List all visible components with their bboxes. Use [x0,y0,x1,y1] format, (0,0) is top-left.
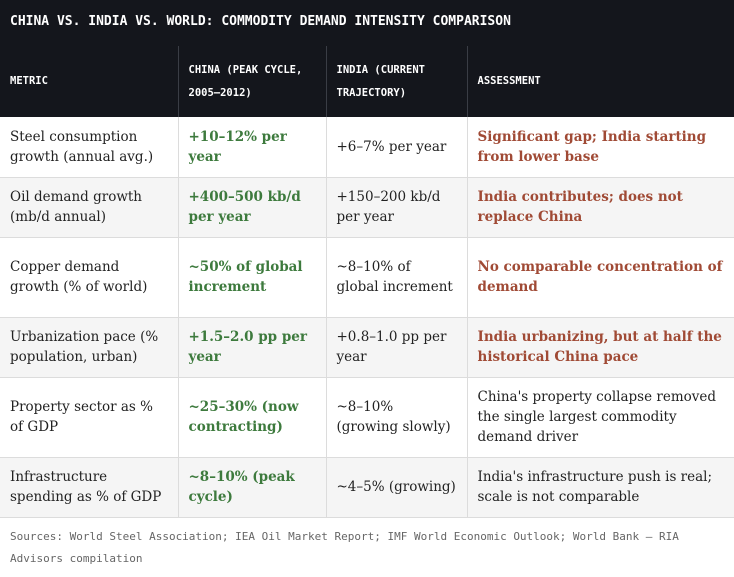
india-cell: ~8–10% of global increment [325,237,467,318]
metric-cell: Copper demand growth (% of world) [0,237,178,318]
title-bar: CHINA VS. INDIA VS. WORLD: COMMODITY DEM… [0,0,734,46]
metric-cell: Steel consumption growth (annual avg.) [0,117,178,178]
india-cell: ~4–5% (growing) [325,457,467,518]
assessment-cell: India's infrastructure push is real; sca… [466,457,734,518]
assessment-cell: China's property collapse removed the si… [466,377,734,458]
comparison-table: METRIC CHINA (PEAK CYCLE, 2005–2012) IND… [0,46,734,518]
table-row: Copper demand growth (% of world) ~50% o… [0,237,734,318]
column-header-india: INDIA (CURRENT TRAJECTORY) [325,46,467,117]
column-header-assessment: ASSESSMENT [466,46,734,117]
china-cell: +400–500 kb/d per year [177,177,326,238]
metric-cell: Infrastructure spending as % of GDP [0,457,178,518]
china-cell: ~50% of global increment [177,237,326,318]
metric-cell: Urbanization pace (% population, urban) [0,317,178,378]
china-cell: +10–12% per year [177,117,326,178]
assessment-cell: No comparable concentration of demand [466,237,734,318]
table-row: Infrastructure spending as % of GDP ~8–1… [0,457,734,518]
column-header-china: CHINA (PEAK CYCLE, 2005–2012) [177,46,326,117]
assessment-cell: Significant gap; India starting from low… [466,117,734,178]
assessment-cell: India contributes; does not replace Chin… [466,177,734,238]
column-header-metric: METRIC [10,75,48,87]
china-cell: ~8–10% (peak cycle) [177,457,326,518]
table-row: Urbanization pace (% population, urban) … [0,317,734,378]
table-row: Oil demand growth (mb/d annual) +400–500… [0,177,734,238]
sources-footnote: Sources: World Steel Association; IEA Oi… [10,530,679,565]
china-cell: ~25–30% (now contracting) [177,377,326,458]
metric-cell: Property sector as % of GDP [0,377,178,458]
india-cell: +150–200 kb/d per year [325,177,467,238]
table-row: Property sector as % of GDP ~25–30% (now… [0,377,734,458]
china-cell: +1.5–2.0 pp per year [177,317,326,378]
india-cell: ~8–10% (growing slowly) [325,377,467,458]
india-cell: +6–7% per year [325,117,467,178]
india-cell: +0.8–1.0 pp per year [325,317,467,378]
table-title: CHINA VS. INDIA VS. WORLD: COMMODITY DEM… [10,14,511,29]
header-row: METRIC CHINA (PEAK CYCLE, 2005–2012) IND… [0,46,734,117]
assessment-cell: India urbanizing, but at half the histor… [466,317,734,378]
table-row: Steel consumption growth (annual avg.) +… [0,117,734,178]
metric-cell: Oil demand growth (mb/d annual) [0,177,178,238]
